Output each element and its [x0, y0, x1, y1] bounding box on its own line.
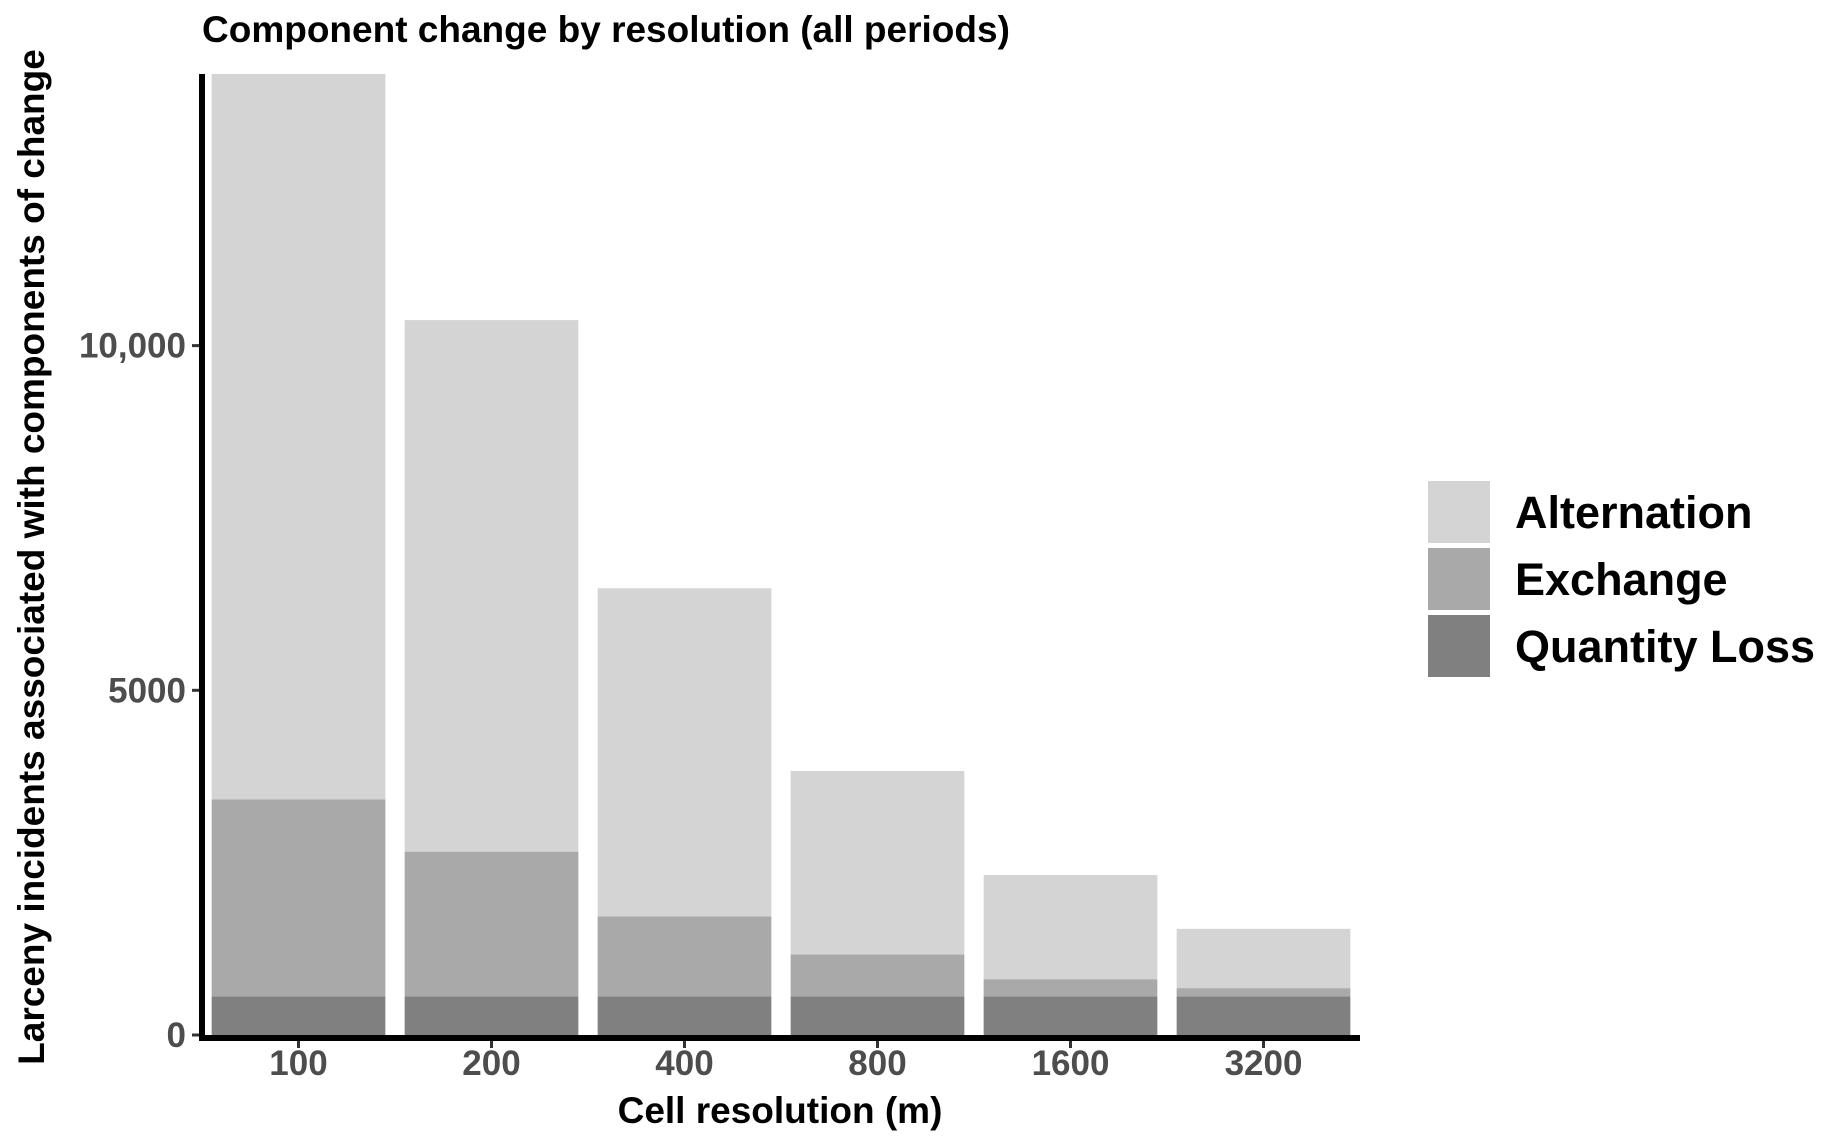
chart-title: Component change by resolution (all peri…: [202, 9, 1010, 50]
legend-label-alternation: Alternation: [1515, 487, 1753, 538]
x-tick-label: 1600: [1032, 1044, 1110, 1083]
bar-quantity-loss-200: [404, 996, 579, 1035]
bar-alternation-800: [790, 770, 965, 955]
bar-exchange-100: [211, 799, 386, 997]
y-tick-label: 5000: [108, 671, 186, 710]
legend-key-exchange: [1428, 548, 1490, 610]
bar-quantity-loss-1600: [983, 996, 1158, 1035]
bar-exchange-400: [597, 916, 772, 997]
y-axis-ticks: 0 5000 10,000: [79, 327, 202, 1055]
bar-exchange-800: [790, 954, 965, 997]
legend-key-quantity-loss: [1428, 615, 1490, 677]
bar-quantity-loss-400: [597, 996, 772, 1035]
legend-label-quantity-loss: Quantity Loss: [1515, 621, 1815, 672]
bar-quantity-loss-800: [790, 996, 965, 1035]
legend: Alternation Exchange Quantity Loss: [1428, 481, 1815, 677]
bar-alternation-400: [597, 588, 772, 917]
x-tick-label: 400: [655, 1044, 713, 1083]
x-tick-label: 200: [462, 1044, 520, 1083]
y-tick-label: 0: [167, 1016, 186, 1055]
y-tick-label: 10,000: [79, 327, 186, 366]
x-tick-label: 800: [848, 1044, 906, 1083]
bars: [211, 74, 1351, 1035]
bar-alternation-100: [211, 74, 386, 800]
bar-exchange-1600: [983, 979, 1158, 997]
bar-alternation-1600: [983, 875, 1158, 980]
legend-key-alternation: [1428, 481, 1490, 543]
x-tick-label: 3200: [1225, 1044, 1303, 1083]
bar-exchange-200: [404, 851, 579, 997]
x-axis-ticks: 100 200 400 800 1600 3200: [269, 1038, 1302, 1083]
x-axis-title: Cell resolution (m): [618, 1090, 943, 1131]
x-tick-label: 100: [269, 1044, 327, 1083]
y-axis-title: Larceny incidents associated with compon…: [11, 49, 52, 1065]
bar-alternation-3200: [1176, 928, 1351, 989]
bar-exchange-3200: [1176, 988, 1351, 997]
bar-quantity-loss-100: [211, 996, 386, 1035]
bar-alternation-200: [404, 320, 579, 852]
bar-quantity-loss-3200: [1176, 996, 1351, 1035]
legend-label-exchange: Exchange: [1515, 554, 1728, 605]
